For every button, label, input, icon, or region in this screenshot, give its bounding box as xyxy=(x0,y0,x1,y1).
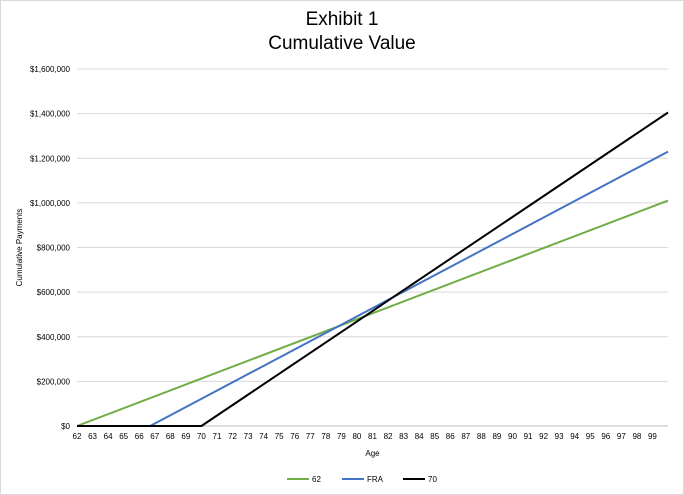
x-tick-label: 66 xyxy=(135,432,144,441)
x-tick-label: 69 xyxy=(181,432,190,441)
gridlines xyxy=(77,68,668,382)
y-tick-label: $200,000 xyxy=(37,377,71,386)
x-tick-label: 72 xyxy=(228,432,237,441)
x-tick-label: 91 xyxy=(524,432,533,441)
x-tick-label: 87 xyxy=(461,432,470,441)
x-tick-label: 78 xyxy=(321,432,330,441)
x-tick-label: 74 xyxy=(259,432,268,441)
legend: 62 FRA 70 xyxy=(287,475,437,484)
x-tick-label: 97 xyxy=(617,432,626,441)
x-tick-label: 71 xyxy=(213,432,222,441)
x-tick-label: 68 xyxy=(166,432,175,441)
legend-label: 62 xyxy=(312,475,321,484)
y-tick-label: $1,000,000 xyxy=(30,199,71,208)
x-tick-label: 81 xyxy=(368,432,377,441)
x-tick-label: 85 xyxy=(430,432,439,441)
x-tick-label: 82 xyxy=(384,432,393,441)
x-tick-label: 95 xyxy=(586,432,595,441)
y-tick-label: $1,200,000 xyxy=(30,154,71,163)
x-tick-label: 88 xyxy=(477,432,486,441)
x-tick-label: 89 xyxy=(492,432,501,441)
x-tick-label: 99 xyxy=(648,432,657,441)
x-tick-label: 84 xyxy=(415,432,424,441)
chart-subtitle: Cumulative Value xyxy=(268,33,416,54)
y-axis-label: Cumulative Payments xyxy=(15,209,24,287)
x-tick-label: 94 xyxy=(570,432,579,441)
series-line-70 xyxy=(77,111,669,427)
y-tick-label: $0 xyxy=(61,422,70,431)
x-tick-label: 93 xyxy=(555,432,564,441)
y-tick-label: $800,000 xyxy=(37,244,71,253)
y-tick-label: $1,400,000 xyxy=(30,110,71,119)
x-tick-label: 83 xyxy=(399,432,408,441)
x-tick-label: 92 xyxy=(539,432,548,441)
x-tick-label: 86 xyxy=(446,432,455,441)
legend-label: 70 xyxy=(428,475,437,484)
x-tick-label: 90 xyxy=(508,432,517,441)
y-tick-label: $1,600,000 xyxy=(30,65,71,74)
y-tick-label: $600,000 xyxy=(37,288,71,297)
chart-title: Exhibit 1 xyxy=(305,9,379,30)
y-axis-ticks: $0 $200,000 $400,000 $600,000 $800,000 $1,000… xyxy=(30,65,71,431)
y-tick-label: $400,000 xyxy=(37,333,71,342)
x-tick-label: 70 xyxy=(197,432,206,441)
x-tick-label: 77 xyxy=(306,432,315,441)
x-tick-label: 98 xyxy=(632,432,641,441)
x-tick-label: 62 xyxy=(73,432,82,441)
x-tick-label: 79 xyxy=(337,432,346,441)
x-tick-label: 96 xyxy=(601,432,610,441)
series-line-62 xyxy=(76,199,669,427)
x-tick-label: 75 xyxy=(275,432,284,441)
x-tick-label: 64 xyxy=(104,432,113,441)
series-lines xyxy=(76,111,669,427)
legend-label: FRA xyxy=(367,475,384,484)
x-tick-label: 67 xyxy=(150,432,159,441)
x-tick-label: 65 xyxy=(119,432,128,441)
x-tick-label: 80 xyxy=(352,432,361,441)
x-tick-label: 73 xyxy=(244,432,253,441)
x-tick-label: 76 xyxy=(290,432,299,441)
series-line-fra xyxy=(77,150,669,427)
x-tick-label: 63 xyxy=(88,432,97,441)
x-axis-label: Age xyxy=(365,449,380,458)
x-axis-ticks: 62 63 64 65 66 67 68 69 70 71 72 73 74 75 76 77 78 79 80 81… xyxy=(73,432,658,441)
